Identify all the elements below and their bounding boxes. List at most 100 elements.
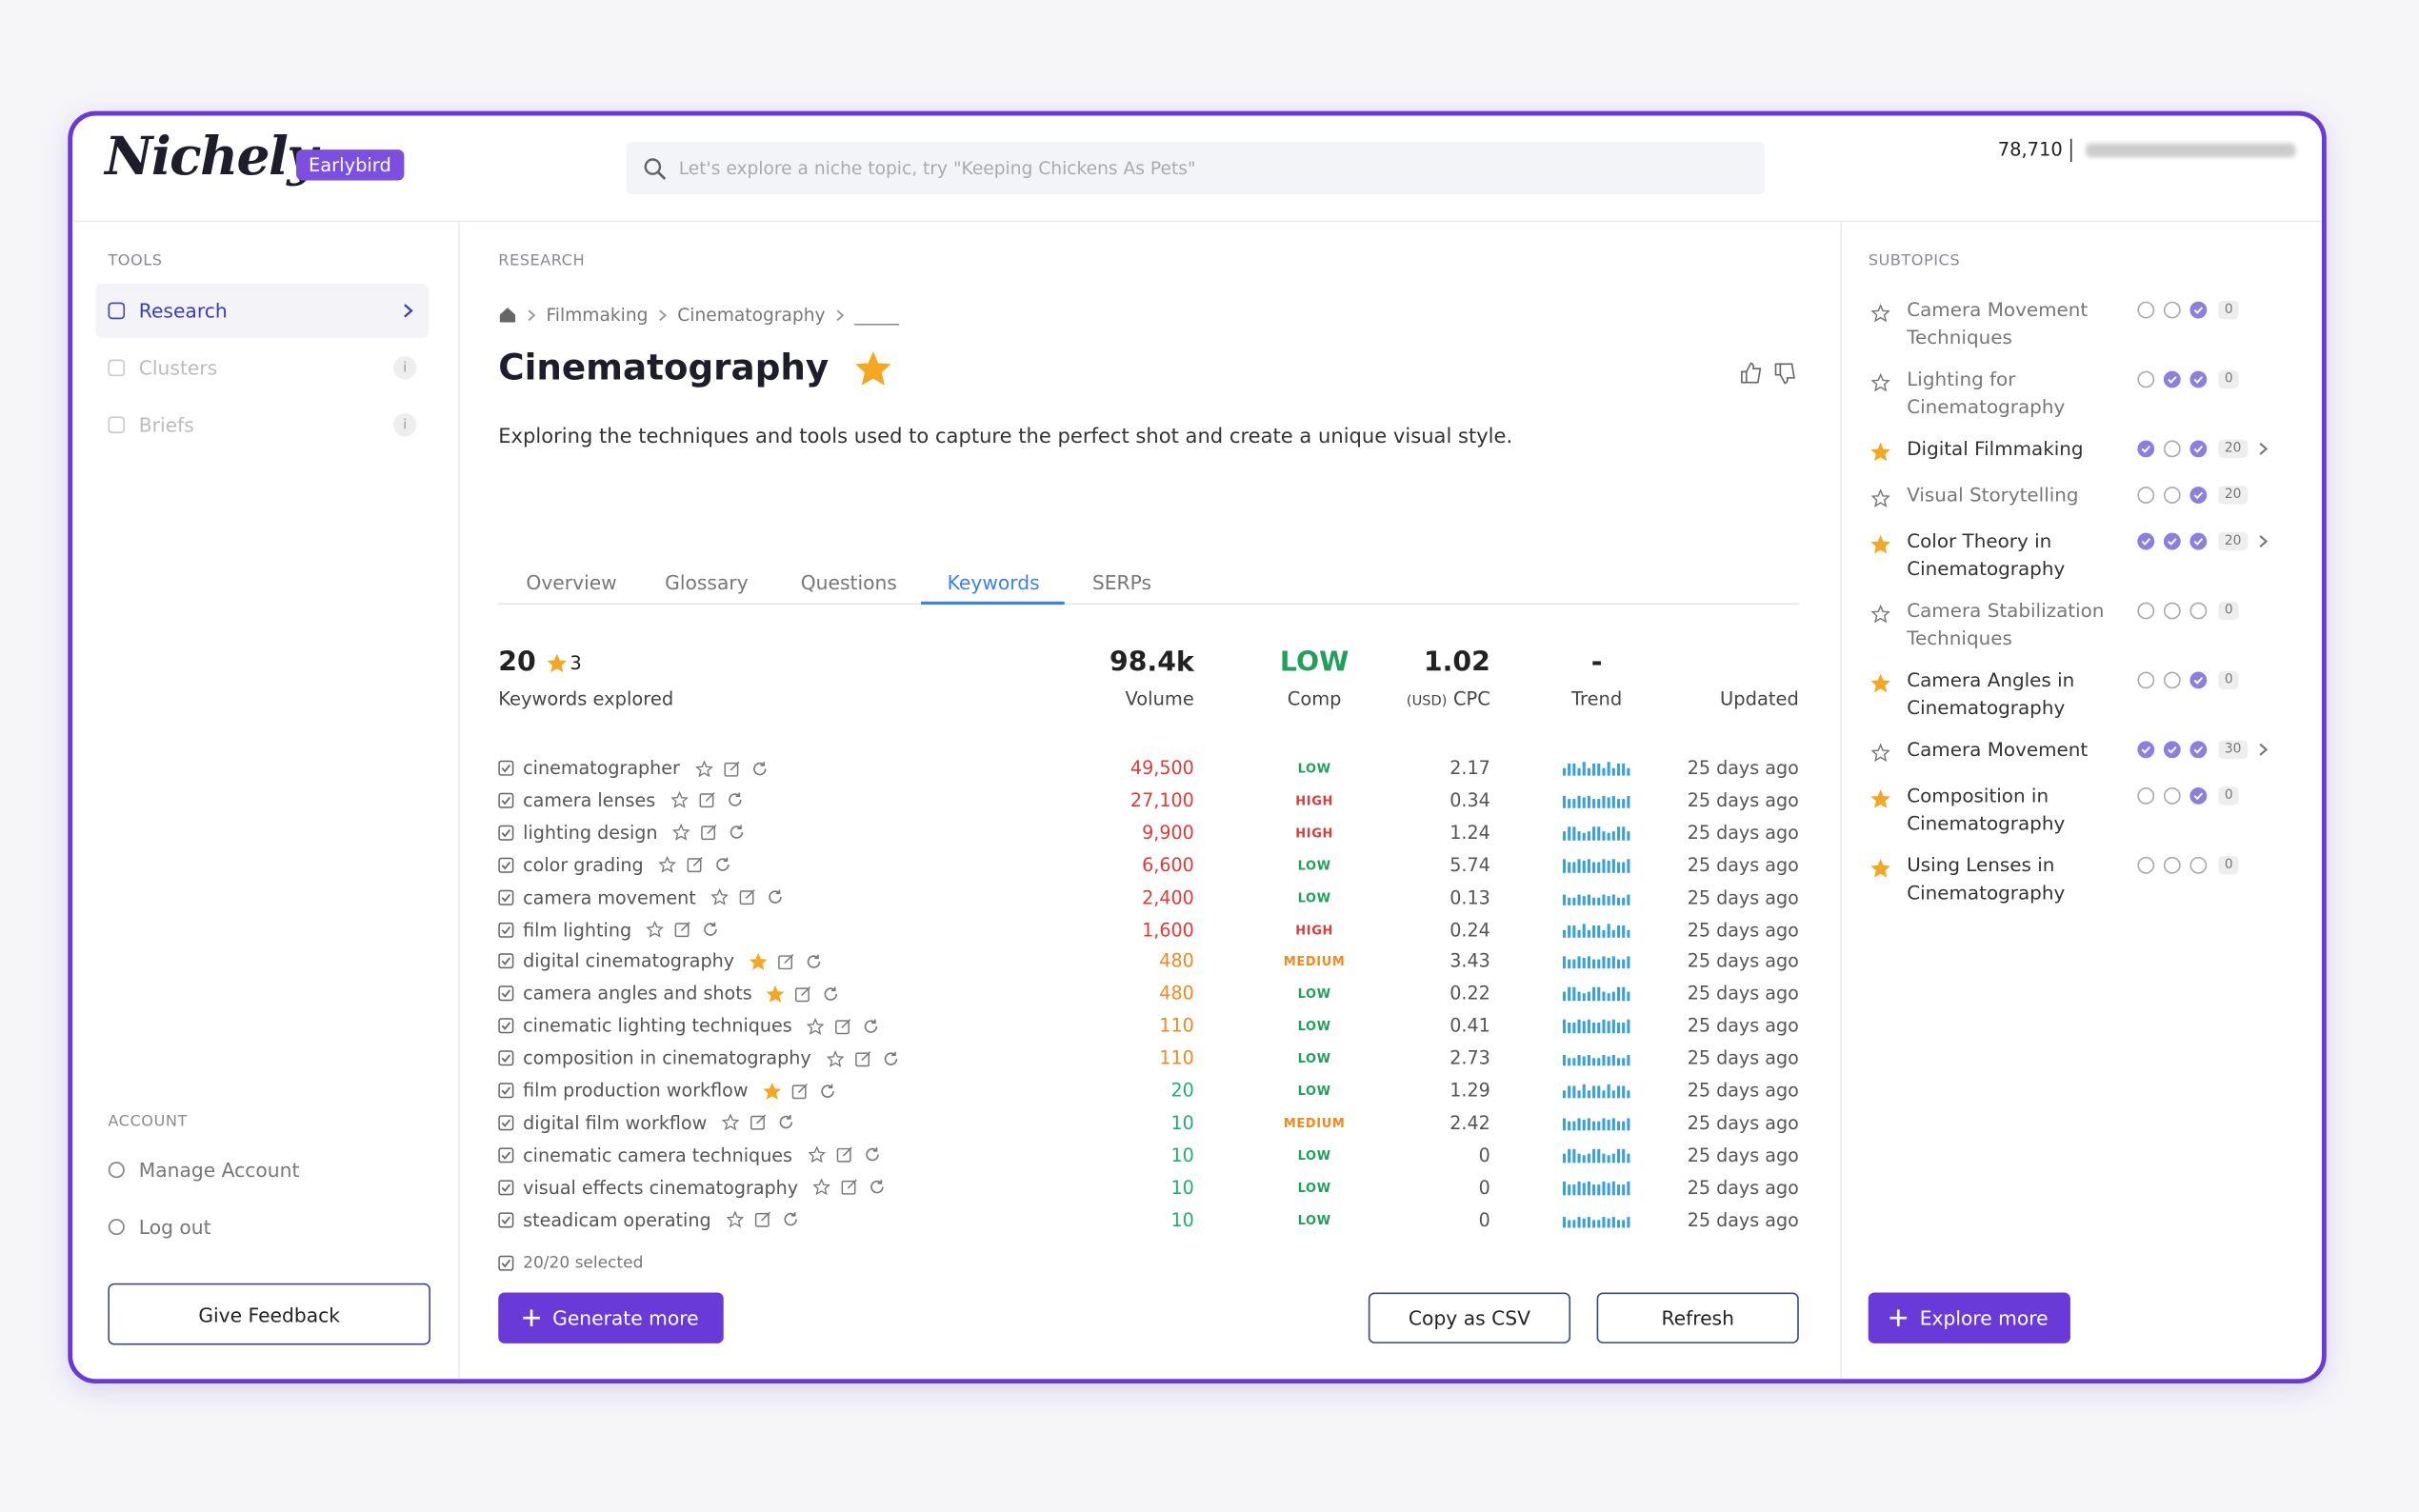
nav-item[interactable]: Briefs i <box>95 398 429 452</box>
account-heading: ACCOUNT <box>108 1113 188 1131</box>
total-volume: 98.4k <box>1109 647 1194 679</box>
checkbox-icon <box>498 1115 514 1131</box>
check-empty <box>2163 602 2181 620</box>
keyword-row: color grading 6,600 LOW 5.74 25 days ago <box>498 851 1799 882</box>
keyword-cell: cinematic camera techniques <box>498 1144 880 1165</box>
keyword-comp: LOW <box>1297 762 1331 776</box>
edit-icon <box>854 1050 870 1066</box>
keyword: composition in cinematography <box>523 1047 811 1069</box>
subtopic-item[interactable]: Camera Movement 30 <box>1870 736 2288 768</box>
check-filled <box>2189 786 2208 805</box>
refresh-icon <box>784 1212 797 1226</box>
breadcrumb-item[interactable]: Filmmaking <box>546 304 649 326</box>
account-item[interactable]: Manage Account <box>108 1159 299 1182</box>
check-empty <box>2189 856 2208 874</box>
keyword: camera movement <box>523 885 696 908</box>
star-icon <box>726 1210 744 1228</box>
breadcrumb-item[interactable]: _____ <box>854 304 899 326</box>
check-empty <box>2163 671 2181 689</box>
checkbox-icon <box>498 1018 514 1034</box>
subtopic-item[interactable]: Color Theory in Cinematography 20 <box>1870 527 2288 583</box>
account-item[interactable]: Log out <box>108 1215 211 1239</box>
keyword-row: camera lenses 27,100 HIGH 0.34 25 days ago <box>498 786 1799 817</box>
nav-item[interactable]: Clusters i <box>95 341 429 395</box>
breadcrumb-item[interactable]: Cinematography <box>677 304 826 326</box>
feedback-button[interactable]: Give Feedback <box>108 1283 430 1345</box>
keyword-cpc: 0 <box>1478 1208 1490 1231</box>
subtopic-item[interactable]: Lighting for Cinematography 0 <box>1870 366 2288 421</box>
check-empty <box>2163 856 2181 874</box>
starred-count: 3 <box>548 652 582 674</box>
copy-csv-button[interactable]: Copy as CSV <box>1368 1292 1571 1343</box>
checkbox-icon <box>498 857 514 873</box>
tab[interactable]: Keywords <box>947 570 1040 594</box>
thumb-up-icon <box>1741 362 1762 384</box>
tab[interactable]: Questions <box>800 570 897 594</box>
keyword-cpc: 3.43 <box>1449 950 1490 973</box>
subtopic-item[interactable]: Camera Stabilization Techniques 0 <box>1870 597 2288 652</box>
keyword: steadicam operating <box>523 1208 711 1231</box>
star-wrap <box>1870 854 1890 884</box>
star-icon <box>1870 488 1890 507</box>
keyword-volume: 10 <box>1170 1176 1194 1199</box>
keyword-row: cinematographer 49,500 LOW 2.17 25 days ago <box>498 754 1799 785</box>
star-wrap <box>1870 299 1890 328</box>
subtopic-item[interactable]: Visual Storytelling 20 <box>1870 481 2288 514</box>
keyword-updated: 25 days ago <box>1687 1111 1799 1134</box>
checkbox-icon <box>498 1050 514 1066</box>
keyword-trend <box>1562 791 1632 813</box>
check-empty <box>2137 856 2155 874</box>
star-icon <box>722 1114 740 1131</box>
nav-item[interactable]: Research <box>95 284 430 338</box>
check-filled <box>2189 671 2208 689</box>
subtopic-status: 0 <box>2137 369 2240 389</box>
subtopic-item[interactable]: Digital Filmmaking 20 <box>1870 435 2288 468</box>
feedback-thumbs[interactable] <box>1739 361 1798 386</box>
keyword-trend <box>1562 759 1632 781</box>
user-email-blurred <box>2086 143 2296 158</box>
subtopic-name: Camera Stabilization Techniques <box>1907 600 2105 649</box>
plus-icon <box>523 1309 541 1327</box>
star-wrap <box>1870 669 1890 699</box>
subtopic-item[interactable]: Camera Movement Techniques 0 <box>1870 296 2288 351</box>
check-empty <box>2163 487 2181 504</box>
sparkline <box>1562 762 1630 776</box>
subtopic-item[interactable]: Composition in Cinematography 0 <box>1870 782 2288 837</box>
search-box[interactable]: Let's explore a niche topic, try "Keepin… <box>626 142 1766 195</box>
keyword-cell: digital cinematography <box>498 950 822 972</box>
tab[interactable]: Overview <box>526 570 617 594</box>
nav-badge: i <box>393 356 417 380</box>
refresh-icon <box>779 1115 793 1129</box>
subtopics-list: Camera Movement Techniques 0 Lighting for … <box>1870 296 2288 921</box>
checkbox-icon <box>498 1146 514 1164</box>
tab[interactable]: SERPs <box>1091 570 1152 594</box>
keyword-cpc: 0.34 <box>1449 789 1490 811</box>
subtopic-name: Camera Movement Techniques <box>1907 299 2089 349</box>
page-title-row: Cinematography <box>498 348 890 388</box>
subtopic-item[interactable]: Camera Angles in Cinematography 0 <box>1870 666 2288 722</box>
keyword-row: steadicam operating 10 LOW 0 25 days ago <box>498 1205 1799 1236</box>
refresh-icon <box>716 857 730 872</box>
keyword-volume: 20 <box>1170 1079 1194 1102</box>
edit-icon <box>795 985 811 1002</box>
cpc-label-text: CPC <box>1452 687 1490 710</box>
edit-icon <box>842 1179 858 1195</box>
star-icon <box>826 1049 844 1067</box>
keyword-trend <box>1562 920 1632 942</box>
tab[interactable]: Glossary <box>665 570 749 594</box>
generate-button[interactable]: Generate more <box>498 1292 724 1343</box>
keyword-trend <box>1562 952 1632 974</box>
explore-button[interactable]: Explore more <box>1868 1292 2070 1343</box>
keyword-comp: HIGH <box>1295 826 1334 841</box>
check-empty <box>2137 671 2155 689</box>
checkbox-icon <box>498 889 514 905</box>
keyword-volume: 49,500 <box>1130 757 1194 780</box>
edit-icon <box>754 1211 770 1227</box>
subtopic-item[interactable]: Using Lenses in Cinematography 0 <box>1870 851 2288 906</box>
keyword-updated: 25 days ago <box>1687 1047 1799 1069</box>
subtopic-status: 30 <box>2137 740 2271 759</box>
chevron-icon <box>2259 743 2268 756</box>
keyword: lighting design <box>523 822 658 844</box>
star-wrap <box>1870 485 1890 514</box>
refresh-button[interactable]: Refresh <box>1596 1292 1799 1343</box>
